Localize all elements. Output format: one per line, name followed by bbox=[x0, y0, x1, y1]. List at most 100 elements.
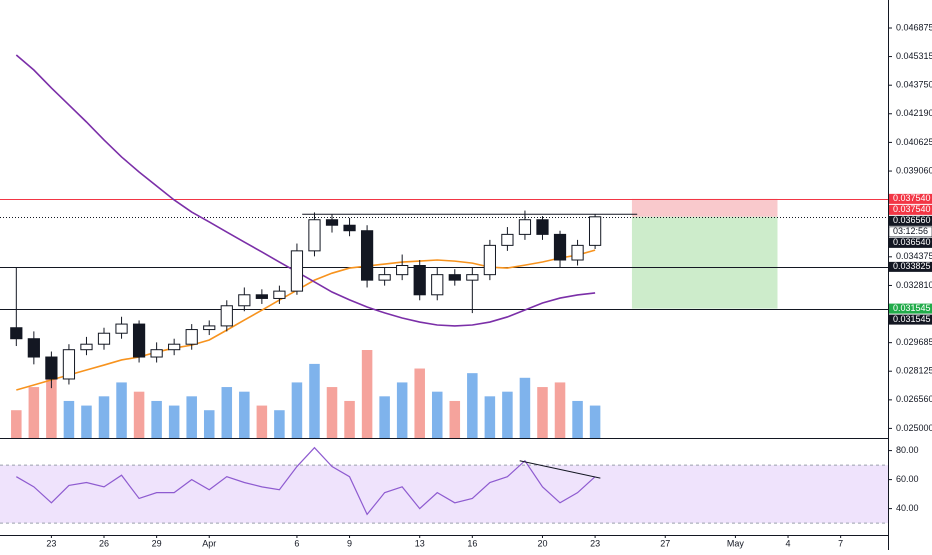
y-tick-label: 60.00 bbox=[896, 474, 919, 484]
candle-body bbox=[168, 343, 181, 351]
volume-bar bbox=[589, 405, 601, 438]
x-tick-label: 26 bbox=[99, 538, 109, 548]
price-tag bbox=[889, 261, 932, 272]
volume-bar bbox=[414, 368, 425, 438]
price-tag-label: 0.031545 bbox=[893, 303, 931, 313]
moving-average bbox=[16, 249, 596, 391]
volume-bar bbox=[63, 400, 75, 438]
price-tag bbox=[889, 303, 932, 314]
x-tick-label: 16 bbox=[467, 538, 477, 548]
candle-body bbox=[238, 294, 251, 307]
price-tag-label: 0.031545 bbox=[893, 314, 931, 324]
volume-bar bbox=[449, 400, 461, 438]
price-tag bbox=[889, 193, 932, 204]
y-tick-label: 0.025000 bbox=[896, 423, 932, 433]
volume-bar bbox=[572, 400, 583, 438]
volume-bar bbox=[537, 387, 548, 438]
volume-bar bbox=[379, 396, 390, 438]
volume-bar bbox=[186, 396, 197, 438]
rsi-line bbox=[16, 446, 596, 516]
price-tag-label: 0.036540 bbox=[893, 237, 931, 247]
y-tick-label: 0.028125 bbox=[896, 366, 932, 376]
candle-body bbox=[290, 250, 304, 292]
candle-body bbox=[396, 265, 409, 276]
price-tag bbox=[889, 314, 932, 325]
volume-bar bbox=[274, 410, 285, 438]
candle-body bbox=[150, 349, 163, 358]
volume-bar bbox=[431, 391, 443, 438]
volume-bar bbox=[168, 405, 180, 438]
y-tick-label: 0.032810 bbox=[896, 280, 932, 290]
candle-body bbox=[80, 343, 93, 351]
volume-bar bbox=[344, 400, 355, 438]
candle-body bbox=[588, 216, 602, 246]
candle-body bbox=[378, 274, 391, 281]
candle-body bbox=[115, 323, 128, 334]
position-loss-zone bbox=[631, 198, 778, 217]
x-tick-label: Apr bbox=[202, 538, 216, 548]
x-tick-label: 23 bbox=[46, 538, 56, 548]
volume-bar bbox=[203, 410, 215, 438]
x-tick-label: 9 bbox=[347, 538, 352, 548]
candle-body bbox=[553, 233, 567, 261]
volume-bar bbox=[256, 405, 268, 438]
rsi-band bbox=[0, 465, 888, 524]
volume-bar bbox=[98, 396, 110, 438]
y-tick-label: 40.00 bbox=[896, 503, 919, 513]
x-tick-label: 13 bbox=[415, 538, 425, 548]
volume-bar bbox=[239, 391, 250, 438]
volume-bar bbox=[519, 377, 531, 438]
candle-body bbox=[185, 329, 198, 345]
candle-body bbox=[62, 349, 76, 380]
y-tick-label: 0.039060 bbox=[896, 165, 932, 175]
x-tick-label: 29 bbox=[152, 538, 162, 548]
candle-body bbox=[536, 219, 549, 235]
volume-bar bbox=[326, 387, 338, 438]
y-tick-label: 0.034375 bbox=[896, 251, 932, 261]
y-tick-label: 0.045315 bbox=[896, 51, 932, 61]
candle-body bbox=[203, 325, 216, 331]
candle-body bbox=[413, 265, 426, 296]
candle-body bbox=[273, 290, 286, 299]
candle-body bbox=[343, 224, 356, 232]
price-tag-label: 0.036560 bbox=[893, 215, 931, 225]
volume-bar bbox=[81, 405, 92, 438]
volume-bar bbox=[46, 373, 57, 438]
candle-body bbox=[97, 332, 111, 345]
price-tag bbox=[889, 204, 932, 215]
candle-body bbox=[220, 305, 233, 327]
volume-bar bbox=[28, 387, 40, 438]
x-tick-label: 23 bbox=[590, 538, 600, 548]
candle-body bbox=[483, 244, 496, 276]
countdown-label: 03:12:56 bbox=[893, 226, 928, 236]
volume-bar bbox=[396, 382, 408, 438]
candle-body bbox=[308, 219, 321, 252]
volume-bar bbox=[467, 373, 478, 438]
y-tick-label: 0.026560 bbox=[896, 394, 932, 404]
volume-bar bbox=[221, 387, 233, 438]
x-tick-label: May bbox=[727, 538, 745, 548]
volume-bar bbox=[309, 363, 320, 438]
position-profit-zone bbox=[631, 216, 778, 309]
price-tag-label: 0.033825 bbox=[893, 261, 931, 271]
candle-body bbox=[132, 323, 146, 358]
candle-body bbox=[501, 233, 514, 246]
candle-body bbox=[518, 219, 532, 235]
candle-body bbox=[466, 274, 479, 281]
countdown-tag bbox=[888, 226, 932, 238]
volume-bar bbox=[361, 350, 373, 438]
y-tick-label: 0.046875 bbox=[896, 22, 932, 32]
candle-body bbox=[45, 356, 58, 380]
x-tick-label: 20 bbox=[537, 538, 547, 548]
volume-bar bbox=[291, 382, 303, 438]
price-tag-label: 0.037540 bbox=[893, 204, 931, 214]
candle-body bbox=[325, 219, 339, 226]
y-tick-label: 80.00 bbox=[896, 445, 919, 455]
volume-bar bbox=[11, 410, 22, 438]
y-tick-label: 0.042190 bbox=[896, 108, 932, 118]
rsi-trendline bbox=[519, 460, 601, 479]
candle-body bbox=[448, 274, 461, 281]
candle-body bbox=[255, 294, 268, 299]
candle-body bbox=[360, 230, 374, 281]
